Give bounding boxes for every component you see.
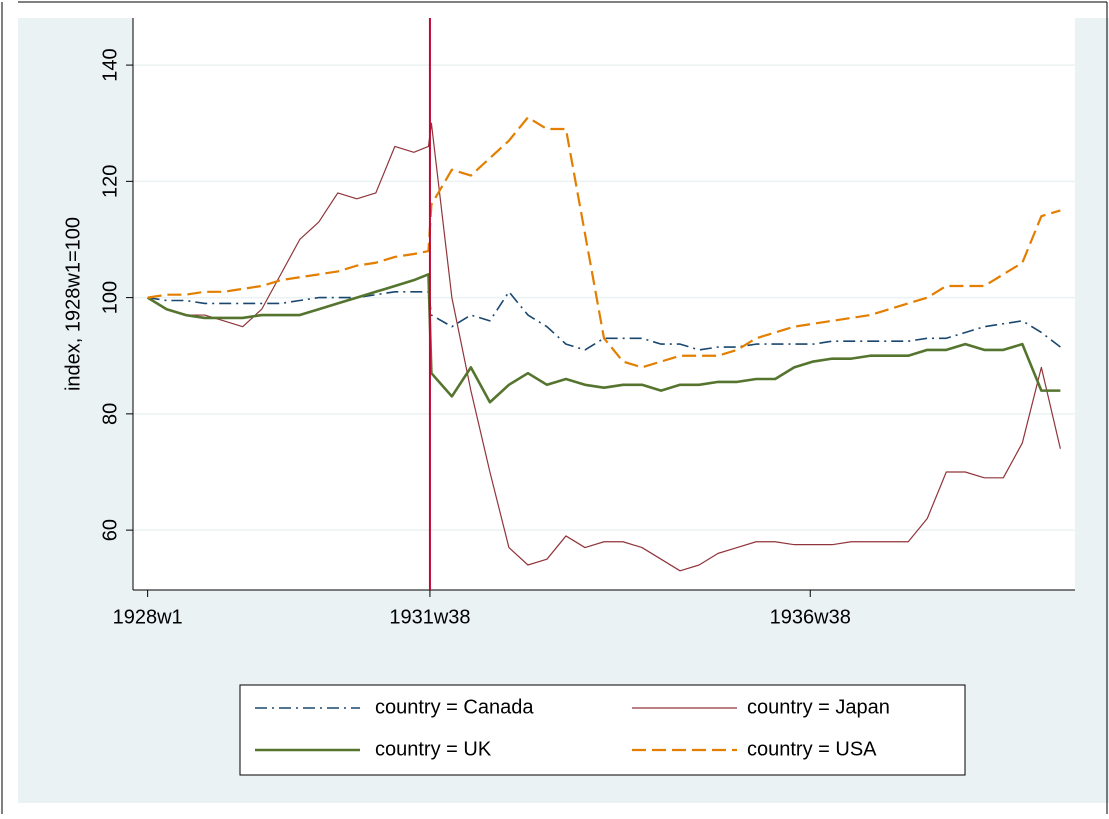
y-axis-label: index, 1928w1=100 xyxy=(62,217,84,391)
x-tick-label: 1931w38 xyxy=(389,606,470,628)
series-line xyxy=(147,116,1061,369)
y-tick-label: 120 xyxy=(99,165,121,198)
y-tick-label: 80 xyxy=(99,403,121,425)
legend-label: country = UK xyxy=(375,738,492,760)
legend-label: country = USA xyxy=(747,738,877,760)
series-line xyxy=(147,290,1061,351)
legend-box xyxy=(239,684,966,776)
y-tick-label: 140 xyxy=(99,48,121,81)
x-tick-label: 1928w1 xyxy=(113,606,183,628)
legend-label: country = Canada xyxy=(375,696,534,718)
y-tick-label: 100 xyxy=(99,281,121,314)
legend-label: country = Japan xyxy=(747,696,890,718)
y-tick-label: 60 xyxy=(99,519,121,541)
series-line xyxy=(146,273,1061,404)
plot-area xyxy=(133,18,1075,590)
x-tick-label: 1936w38 xyxy=(770,606,851,628)
series-line xyxy=(147,122,1061,572)
